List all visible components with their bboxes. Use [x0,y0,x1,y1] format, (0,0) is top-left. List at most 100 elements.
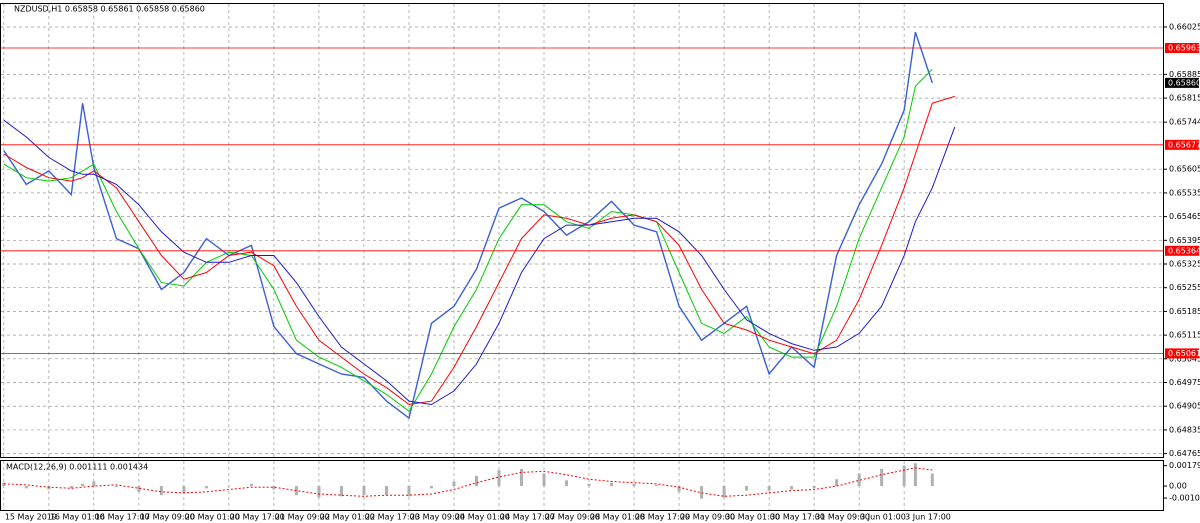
y-tick-label: 0.65815 [1169,94,1200,103]
level-label: 0.65963 [1168,43,1200,52]
macd-bar [81,483,85,487]
x-tick-label: 16 May 01:00 [50,513,105,522]
y-tick-label: 0.65045 [1169,354,1200,363]
macd-bar [429,486,433,489]
y-tick-label: -0.001051 [1169,494,1200,503]
x-tick-label: 16 May 17:00 [95,513,150,522]
macd-bar [249,483,253,487]
x-tick-label: 22 May 17:00 [365,513,420,522]
macd-bar [227,486,231,487]
x-tick-label: 3 Jun 17:00 [905,513,951,522]
x-tick-label: 20 May 01:00 [185,513,240,522]
macd-bar [24,486,28,489]
x-tick-label: 28 May 01:00 [590,513,645,522]
y-tick-label: 0.64765 [1169,449,1200,458]
last-price-tag [1165,77,1199,88]
macd-bar [204,486,208,489]
y-tick-label: 0.66025 [1169,23,1200,32]
macd-bar [902,465,906,487]
macd-bar [812,486,816,489]
y-tick-label: 0.65325 [1169,260,1200,269]
last-price-label: 0.65860 [1168,78,1200,87]
x-tick-label: 27 May 09:00 [545,513,600,522]
macd-bar [835,479,839,487]
macd-bar [790,486,794,490]
macd-bar [384,486,388,496]
macd-bar [767,486,771,491]
main-frame [0,3,1164,458]
y-tick-label: 0.65885 [1169,70,1200,79]
macd-bar [610,482,614,487]
macd-bar [880,468,884,487]
y-tick-label: 0.65115 [1169,331,1200,340]
y-tick-label: 0.65465 [1169,212,1200,221]
macd-bar [339,486,343,497]
price-line [3,119,956,406]
macd-bar [655,484,659,487]
x-tick-label: 30 May 01:00 [725,513,780,522]
macd-bar [362,486,366,496]
y-tick-label: 0.65605 [1169,165,1200,174]
macd-bar [930,473,934,487]
price-line [3,31,933,420]
y-tick-label: 0.65395 [1169,236,1200,245]
y-tick-label: 0.65185 [1169,307,1200,316]
y-tick-label: 0.65535 [1169,188,1200,197]
x-tick-label: 23 May 09:00 [410,513,465,522]
x-tick-label: 24 May 01:00 [455,513,510,522]
level-tag [1165,42,1199,53]
y-tick-label: 0.65255 [1169,283,1200,292]
x-tick-label: 20 May 17:00 [230,513,285,522]
level-tag [1165,139,1199,150]
y-tick-label: 0.001791 [1169,461,1200,470]
y-tick-label: 0.64905 [1169,402,1200,411]
x-tick-label: 24 May 17:00 [500,513,555,522]
macd-bar [913,463,917,487]
level-label: 0.65677 [1168,140,1200,149]
signal-line [3,467,933,497]
x-tick-label: 31 May 09:00 [815,513,870,522]
y-tick-label: 0.00 [1169,482,1187,491]
chart-title: NZDUSD,H1 0.65858 0.65861 0.65858 0.6586… [14,5,205,14]
macd-bar [294,486,298,496]
level-tag [1165,245,1199,256]
macd-bar [700,486,704,499]
macd-bar [857,473,861,487]
macd-bar [47,486,51,490]
macd-bar [587,483,591,487]
x-tick-label: 21 May 09:00 [275,513,330,522]
x-tick-label: 29 May 09:00 [680,513,735,522]
x-tick-label: 17 May 09:00 [140,513,195,522]
macd-bar [137,486,141,492]
price-line [3,68,933,413]
macd-bar [182,486,186,493]
macd-bar [677,486,681,492]
x-tick-label: 30 May 17:00 [770,513,825,522]
macd-title: MACD(12,26,9) 0.001111 0.001434 [6,463,148,472]
macd-bar [92,481,96,487]
macd-bar [69,486,73,489]
macd-bar [159,486,163,496]
macd-bar [272,486,276,490]
macd-bar [452,481,456,487]
macd-bar [722,486,726,498]
macd-bar [114,486,118,488]
macd-bar [317,486,321,498]
macd-bar [2,482,6,487]
y-tick-label: 0.64975 [1169,378,1200,387]
level-label: 0.65364 [1168,246,1200,255]
x-tick-label: 3 Jun 01:00 [860,513,906,522]
macd-bar [407,486,411,497]
level-label: 0.65061 [1168,349,1200,358]
macd-bar [474,475,478,487]
x-tick-label: 28 May 17:00 [635,513,690,522]
x-tick-label: 22 May 01:00 [320,513,375,522]
macd-bar [745,486,749,491]
y-tick-label: 0.65744 [1169,118,1200,127]
macd-bar [497,470,501,487]
macd-bar [632,483,636,487]
y-tick-label: 0.64835 [1169,425,1200,434]
